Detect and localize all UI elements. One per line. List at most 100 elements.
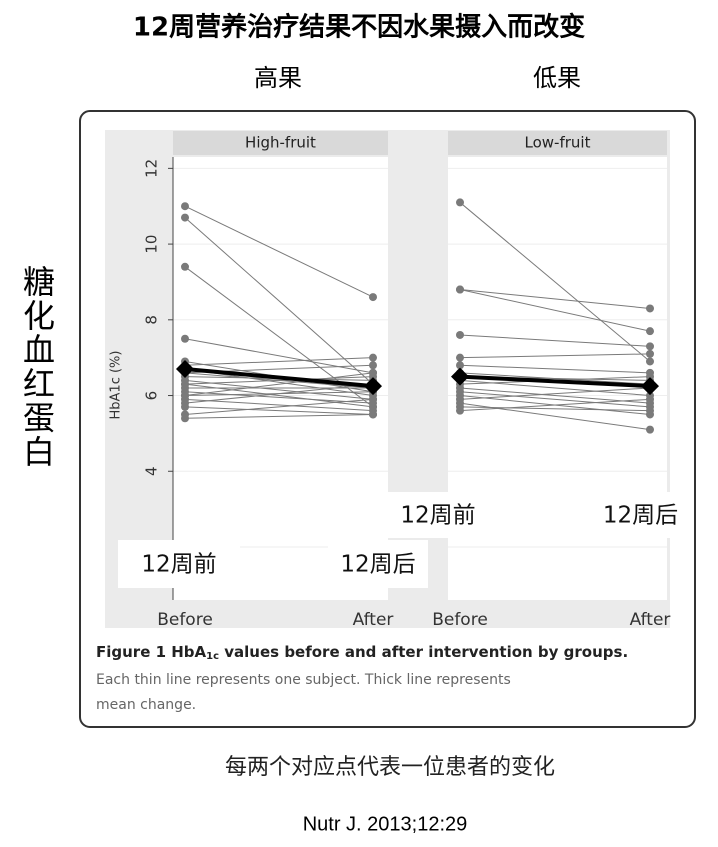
x-tick-label: Before	[157, 610, 213, 630]
subject-point	[369, 293, 377, 302]
subject-line	[459, 289, 651, 332]
subject-line	[184, 357, 374, 366]
subject-line	[184, 413, 374, 419]
mean-marker	[641, 377, 659, 396]
subject-line	[184, 383, 374, 408]
subject-line	[459, 202, 651, 362]
x-tick-label: After	[630, 610, 671, 630]
subject-point	[646, 327, 654, 336]
subject-point	[646, 402, 654, 411]
y-axis-label: HbA1c (%)	[109, 351, 124, 420]
subject-line	[184, 398, 374, 415]
subject-point	[369, 361, 377, 370]
subject-point	[369, 395, 377, 404]
subject-line	[184, 391, 374, 404]
subject-point	[181, 391, 189, 400]
side-label: 糖化血红蛋白	[18, 265, 56, 469]
side-label-text: 糖化血红蛋白	[18, 265, 56, 469]
subject-point	[456, 330, 464, 339]
subject-line	[459, 406, 651, 412]
subject-point	[181, 202, 189, 211]
panel-header	[448, 131, 667, 155]
subject-line	[184, 338, 374, 374]
subject-line	[184, 205, 374, 298]
mean-marker	[176, 360, 194, 379]
y-tick-label: 10	[143, 235, 161, 254]
subject-point	[456, 387, 464, 396]
subject-line	[459, 391, 651, 408]
subject-point	[646, 395, 654, 404]
y-tick-label: 4	[143, 466, 161, 476]
period-label: 12周后	[340, 552, 415, 578]
period-label: 12周后	[603, 503, 678, 529]
subject-point	[456, 353, 464, 362]
subject-point	[646, 304, 654, 313]
x-tick-label: Before	[432, 610, 488, 630]
mean-line	[184, 367, 374, 389]
mean-marker	[451, 367, 469, 386]
subject-line	[459, 289, 651, 309]
subject-point	[369, 353, 377, 362]
label-box	[383, 492, 493, 538]
period-label: 12周前	[141, 552, 216, 578]
panel-header	[173, 131, 388, 155]
label-box	[328, 540, 428, 588]
subject-point	[646, 342, 654, 351]
subject-point	[181, 262, 189, 271]
caption-part: Figure 1 HbA	[96, 643, 207, 661]
panel-title: High-fruit	[245, 134, 316, 152]
subject-line	[459, 387, 651, 404]
subject-line	[184, 391, 374, 397]
subject-line	[184, 372, 374, 397]
subject-point	[369, 410, 377, 419]
panel-title: Low-fruit	[525, 134, 591, 152]
subject-point	[181, 334, 189, 343]
subject-point	[456, 406, 464, 415]
subject-line	[459, 398, 651, 412]
subject-line	[184, 398, 374, 412]
y-tick-label: 12	[143, 159, 161, 178]
subject-point	[456, 285, 464, 294]
subject-line	[184, 372, 374, 389]
subject-point	[646, 425, 654, 434]
subject-point	[456, 198, 464, 207]
x-tick-label: After	[353, 610, 394, 630]
subject-line	[184, 379, 374, 400]
subject-point	[646, 349, 654, 358]
subject-point	[456, 361, 464, 370]
title: 12周营养治疗结果不因水果摄入而改变	[133, 12, 585, 43]
subject-point	[181, 414, 189, 423]
group-label: 高果	[254, 64, 302, 92]
group-label: 低果	[533, 64, 581, 92]
subject-point	[646, 357, 654, 366]
y-tick-label: 6	[143, 391, 161, 401]
overlays: 12周前 12周后 12周前 12周后	[118, 492, 693, 588]
plots: High-fruit24681012HbA1c (%)BeforeAfterLo…	[109, 131, 671, 630]
caption-sub: 1c	[206, 651, 219, 662]
subject-point	[369, 402, 377, 411]
subject-line	[459, 387, 651, 400]
caption-line: Each thin line represents one subject. T…	[96, 672, 511, 688]
subject-line	[459, 353, 651, 359]
subject-line	[184, 217, 374, 385]
y-tick-label: 8	[143, 315, 161, 325]
source: Nutr J. 2013;12:29	[303, 813, 468, 835]
subject-point	[369, 368, 377, 377]
subject-line	[459, 334, 651, 347]
caption-title: Figure 1 HbA1c values before and after i…	[96, 643, 628, 663]
caption-part: values before and after intervention by …	[219, 643, 628, 661]
label-box	[588, 492, 693, 538]
period-label: 12周前	[400, 503, 475, 529]
subject-line	[459, 364, 651, 374]
note: 每两个对应点代表一位患者的变化	[225, 755, 555, 780]
subject-point	[181, 213, 189, 222]
subject-point	[181, 402, 189, 411]
label-box	[118, 540, 240, 588]
mean-line	[459, 374, 651, 389]
caption-line: mean change.	[96, 697, 196, 713]
subject-line	[184, 406, 374, 415]
subject-point	[181, 380, 189, 389]
mean-marker	[364, 377, 382, 396]
